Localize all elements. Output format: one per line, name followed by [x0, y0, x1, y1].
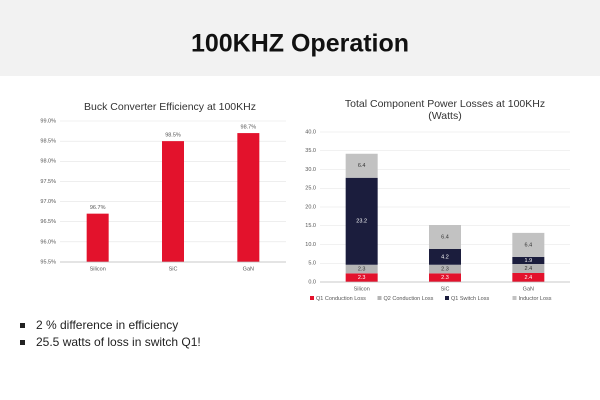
legend-swatch	[377, 296, 382, 300]
bar-segment	[345, 177, 378, 265]
bar-segment	[345, 264, 378, 274]
chart-title: (Watts)	[428, 110, 461, 122]
y-tick-label: 95.5%	[40, 259, 56, 265]
bar-segment	[345, 153, 378, 178]
bar-segment	[429, 225, 461, 249]
y-tick-label: 96.5%	[40, 219, 56, 225]
y-tick-label: 98.5%	[40, 139, 56, 145]
legend-label: Q1 Conduction Loss	[316, 296, 366, 302]
data-label: 2.3	[441, 267, 449, 273]
y-tick-label: 99.0%	[40, 118, 56, 124]
y-tick-label: 98.0%	[40, 159, 56, 165]
data-label: 2.4	[525, 275, 533, 281]
bar-segment	[429, 273, 461, 282]
data-label: 98.5%	[165, 133, 181, 139]
slide-title: 100KHZ Operation	[191, 30, 409, 58]
legend-swatch	[310, 296, 314, 300]
bar-segment	[345, 273, 378, 282]
bullet-text: 2 % difference in efficiency	[36, 318, 178, 332]
y-tick-label: 10.0	[305, 242, 316, 248]
bar-segment	[512, 264, 545, 273]
legend-label: Q1 Switch Loss	[451, 296, 489, 302]
y-tick-label: 15.0	[305, 223, 316, 229]
bar-segment	[429, 249, 461, 265]
data-label: 2.3	[441, 275, 449, 281]
bar-segment	[512, 232, 545, 257]
chart-title: Total Component Power Losses at 100KHz	[345, 98, 545, 110]
data-label: 2.3	[358, 275, 366, 281]
y-tick-label: 96.0%	[40, 239, 56, 245]
x-tick-label: GaN	[523, 286, 534, 292]
legend-label: Q2 Conduction Loss	[384, 296, 434, 302]
y-tick-label: 25.0	[305, 186, 316, 192]
data-label: 4.2	[441, 254, 449, 260]
data-label: 2.3	[358, 267, 366, 273]
bar	[237, 133, 260, 262]
y-tick-label: 35.0	[305, 148, 316, 154]
data-label: 23.2	[356, 219, 367, 225]
bar-segment	[512, 273, 545, 282]
bullet-marker	[20, 340, 25, 345]
legend-swatch	[445, 296, 449, 300]
data-label: 6.4	[358, 163, 366, 169]
y-tick-label: 40.0	[305, 129, 316, 135]
bullet-text: 25.5 watts of loss in switch Q1!	[36, 335, 201, 349]
y-tick-label: 20.0	[305, 204, 316, 210]
title-band	[0, 0, 600, 76]
y-tick-label: 0.0	[308, 279, 316, 285]
x-tick-label: GaN	[243, 266, 254, 272]
bar-segment	[429, 264, 461, 274]
bar-segment	[512, 256, 545, 264]
chart-title: Buck Converter Efficiency at 100KHz	[84, 101, 256, 113]
y-tick-label: 30.0	[305, 167, 316, 173]
data-label: 2.4	[525, 266, 533, 272]
x-tick-label: SiC	[441, 286, 450, 292]
legend-swatch	[512, 296, 517, 300]
data-label: 6.4	[441, 234, 449, 240]
x-tick-label: Silicon	[90, 266, 106, 272]
y-tick-label: 97.0%	[40, 199, 56, 205]
legend-label: Inductor Loss	[519, 296, 552, 302]
bullet-marker	[20, 323, 25, 328]
data-label: 96.7%	[90, 205, 106, 211]
bar	[162, 141, 184, 262]
x-tick-label: Silicon	[354, 286, 370, 292]
data-label: 1.9	[525, 258, 533, 264]
y-tick-label: 5.0	[308, 261, 316, 267]
bar	[86, 213, 109, 262]
y-tick-label: 97.5%	[40, 179, 56, 185]
data-label: 98.7%	[241, 125, 257, 131]
data-label: 6.4	[525, 242, 533, 248]
x-tick-label: SiC	[169, 266, 178, 272]
